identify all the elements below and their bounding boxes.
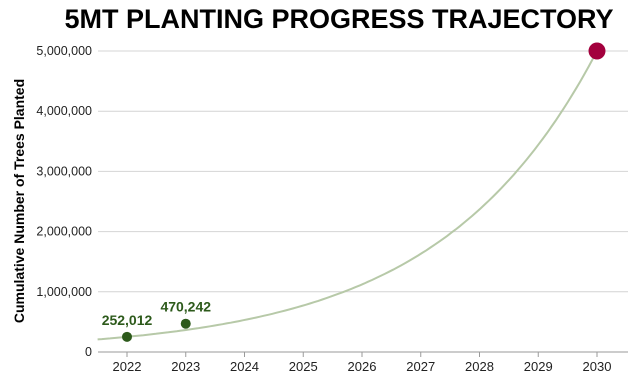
x-tick-label: 2024 <box>230 359 259 374</box>
x-tick-label: 2027 <box>406 359 435 374</box>
grid-layer <box>98 50 628 357</box>
y-axis-label: Cumulative Number of Trees Planted <box>11 79 27 323</box>
x-tick-label: 2026 <box>348 359 377 374</box>
data-point <box>180 318 191 329</box>
x-tick-label: 2023 <box>171 359 200 374</box>
y-tick-label: 2,000,000 <box>36 225 92 239</box>
trajectory-curve-layer <box>97 50 598 341</box>
y-tick-label: 5,000,000 <box>36 44 92 58</box>
data-label: 470,242 <box>160 299 211 315</box>
x-tick-label: 2022 <box>113 359 142 374</box>
y-tick-label: 3,000,000 <box>36 164 92 178</box>
target-point <box>588 42 606 60</box>
x-tick-label: 2028 <box>465 359 494 374</box>
trajectory-curve <box>97 50 598 341</box>
chart-title: 5MT PLANTING PROGRESS TRAJECTORY <box>64 4 613 34</box>
x-tick-label: 2025 <box>289 359 318 374</box>
data-label: 252,012 <box>102 312 153 328</box>
y-tick-label: 1,000,000 <box>36 285 92 299</box>
y-tick-labels: 0 1,000,000 2,000,000 3,000,000 4,000,000 5,0… <box>36 44 92 359</box>
y-tick-label: 4,000,000 <box>36 104 92 118</box>
data-points <box>122 42 606 342</box>
x-tick-labels: 2022 2023 2024 2025 2026 2027 2028 2029 2030 <box>113 359 612 374</box>
x-tick-label: 2029 <box>524 359 553 374</box>
y-tick-label: 0 <box>85 345 92 359</box>
data-labels: 252,012 470,242 <box>102 299 212 328</box>
x-tick-label: 2030 <box>583 359 612 374</box>
data-point <box>122 331 132 342</box>
